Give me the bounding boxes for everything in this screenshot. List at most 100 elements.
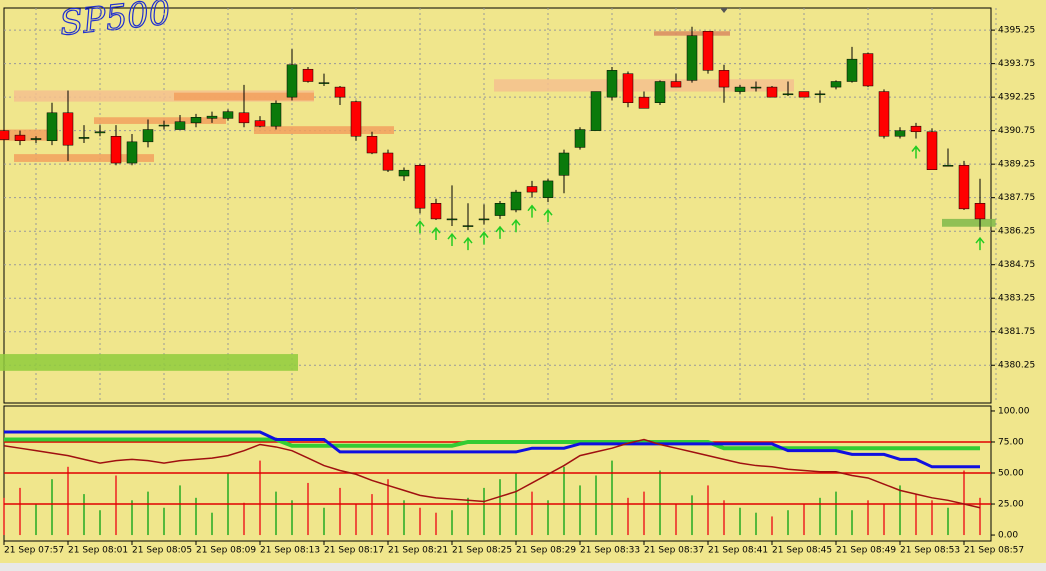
y-tick-label: 4390.75 — [998, 126, 1035, 136]
shift-marker — [720, 8, 728, 13]
candle-body — [302, 68, 314, 82]
candle-body — [110, 135, 122, 164]
y-tick-label: 4393.75 — [998, 59, 1035, 69]
x-tick-label: 21 Sep 08:13 — [260, 546, 320, 556]
candle-body — [478, 218, 490, 221]
candle-body — [254, 120, 266, 127]
candle-body — [14, 134, 26, 141]
candle-body — [414, 165, 426, 209]
candle-body — [686, 35, 698, 81]
y-tick-label: 4389.25 — [998, 160, 1035, 170]
candle-body — [334, 86, 346, 98]
signal-arrow — [543, 208, 553, 223]
zone — [0, 354, 298, 371]
y-tick-label: 75.00 — [998, 437, 1024, 447]
candle-body — [430, 203, 442, 220]
y-tick-label: 4387.75 — [998, 193, 1035, 203]
candle-body — [446, 218, 458, 221]
y-tick-label: 4381.75 — [998, 327, 1035, 337]
candle-body — [958, 165, 970, 210]
x-tick-label: 21 Sep 08:41 — [708, 546, 768, 556]
candle-body — [542, 180, 554, 198]
x-tick-label: 21 Sep 08:45 — [772, 546, 832, 556]
candle-body — [798, 91, 810, 98]
candle-body — [974, 203, 986, 220]
signal-arrow — [975, 236, 985, 251]
signal-arrow — [911, 145, 921, 159]
zone — [494, 79, 794, 92]
x-tick-label: 21 Sep 08:33 — [580, 546, 640, 556]
candle-body — [462, 225, 474, 227]
signal-arrow — [463, 236, 473, 251]
candle-body — [670, 81, 682, 88]
candle-body — [606, 70, 618, 98]
x-tick-label: 21 Sep 08:21 — [388, 546, 448, 556]
candle-body — [0, 130, 10, 140]
candle-body — [206, 115, 218, 119]
y-tick-label: 0.00 — [998, 531, 1018, 541]
zone — [14, 90, 314, 102]
candle-body — [174, 121, 186, 130]
candle-body — [654, 81, 666, 103]
candle-body — [862, 53, 874, 87]
x-tick-label: 21 Sep 08:53 — [900, 546, 960, 556]
candle-body — [766, 86, 778, 98]
candle-body — [830, 81, 842, 88]
y-tick-label: 50.00 — [998, 469, 1024, 479]
x-tick-label: 21 Sep 08:25 — [452, 546, 512, 556]
candle-body — [190, 117, 202, 124]
signal-arrow — [495, 225, 505, 239]
candle-body — [398, 169, 410, 177]
y-tick-label: 4395.25 — [998, 26, 1035, 36]
candle-body — [558, 152, 570, 176]
zone — [942, 218, 996, 227]
y-tick-label: 4384.75 — [998, 260, 1035, 270]
y-tick-label: 4386.25 — [998, 227, 1035, 237]
y-tick-label: 4380.25 — [998, 361, 1035, 371]
candle-body — [366, 135, 378, 154]
candle-body — [782, 93, 794, 96]
candle-body — [734, 86, 746, 92]
status-bar — [0, 563, 1046, 571]
candle-body — [750, 86, 762, 89]
candle-body — [926, 131, 938, 171]
candle-body — [30, 138, 42, 140]
candle-body — [702, 30, 714, 71]
candle-body — [238, 112, 250, 124]
candle-body — [270, 102, 282, 127]
candle-body — [222, 111, 234, 119]
candle-body — [638, 96, 650, 109]
candle-body — [590, 91, 602, 131]
candle-body — [94, 131, 106, 134]
candle-body — [126, 141, 138, 164]
x-tick-label: 21 Sep 08:57 — [964, 546, 1024, 556]
candle-body — [286, 64, 298, 98]
x-tick-label: 21 Sep 08:49 — [836, 546, 896, 556]
candle-body — [878, 91, 890, 137]
candle-body — [526, 186, 538, 193]
y-tick-label: 25.00 — [998, 500, 1024, 510]
y-tick-label: 4392.25 — [998, 93, 1035, 103]
x-tick-label: 21 Sep 07:57 — [4, 546, 64, 556]
candle-body — [510, 191, 522, 211]
x-tick-label: 21 Sep 08:37 — [644, 546, 704, 556]
price-panel — [3, 7, 992, 404]
candle-body — [78, 137, 90, 139]
x-tick-label: 21 Sep 08:29 — [516, 546, 576, 556]
zone — [14, 154, 154, 162]
candle-body — [494, 203, 506, 216]
candle-body — [942, 165, 954, 167]
zone — [254, 126, 394, 135]
y-tick-label: 4383.25 — [998, 294, 1035, 304]
signal-arrow — [479, 231, 489, 245]
candle-body — [382, 152, 394, 171]
signal-arrow — [511, 219, 521, 233]
x-tick-label: 21 Sep 08:05 — [132, 546, 192, 556]
candle-body — [910, 125, 922, 133]
candle-body — [318, 82, 330, 84]
x-tick-label: 21 Sep 08:17 — [324, 546, 384, 556]
candle-body — [142, 129, 154, 143]
candle-body — [158, 124, 170, 127]
